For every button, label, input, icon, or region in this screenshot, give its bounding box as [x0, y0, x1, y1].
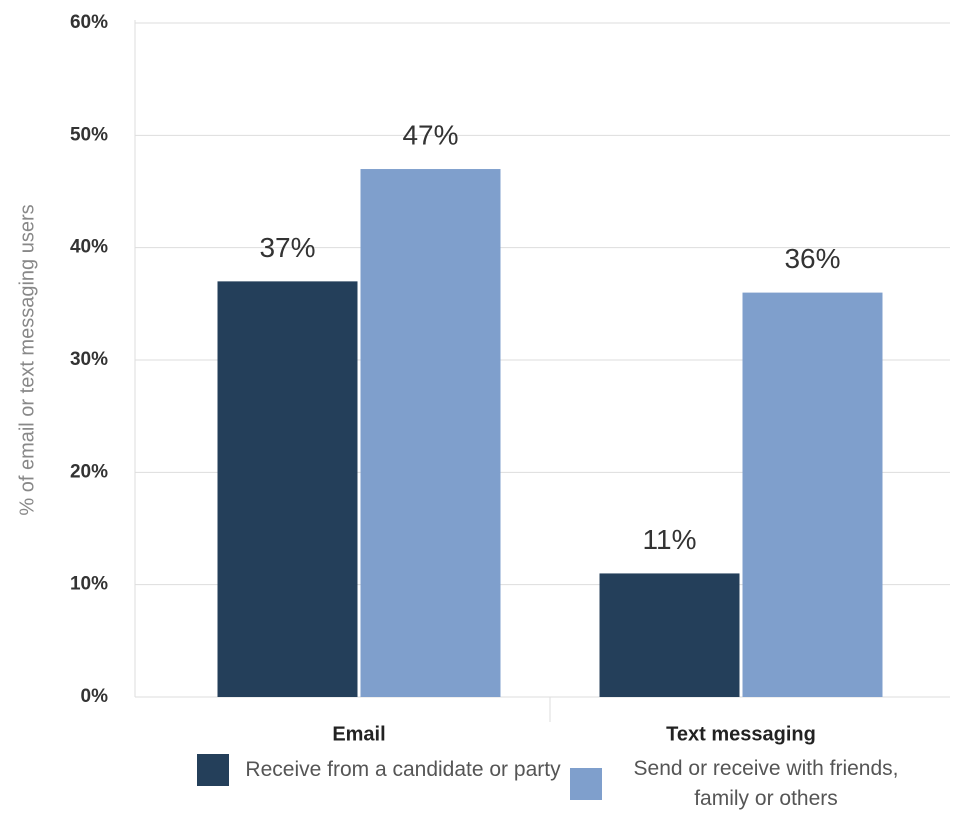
bar — [360, 169, 501, 698]
bar — [599, 573, 740, 697]
legend-label: Receive from a candidate or party — [245, 758, 561, 781]
y-tick-label: 50% — [70, 124, 108, 145]
data-label: 37% — [259, 232, 315, 263]
legend-swatch — [570, 768, 602, 800]
data-label: 36% — [784, 243, 840, 274]
legend-item: Send or receive with friends, family or … — [570, 754, 916, 814]
y-tick-label: 10% — [70, 574, 108, 595]
y-tick-label: 40% — [70, 237, 108, 258]
data-label: 11% — [643, 524, 697, 555]
legend-swatch — [197, 754, 229, 786]
bar — [742, 292, 883, 697]
data-label: 47% — [402, 119, 458, 150]
legend-item: Receive from a candidate or party — [197, 754, 563, 786]
y-tick-label: 0% — [81, 686, 109, 707]
y-axis-label: % of email or text messaging users — [16, 204, 38, 515]
y-tick-label: 20% — [70, 461, 108, 482]
bar — [217, 281, 358, 697]
legend-label: Send or receive with friends, family or … — [633, 757, 899, 810]
x-tick-label: Text messaging — [666, 723, 816, 745]
y-tick-label: 30% — [70, 349, 108, 370]
y-tick-label: 60% — [70, 12, 108, 33]
x-tick-label: Email — [332, 723, 385, 745]
